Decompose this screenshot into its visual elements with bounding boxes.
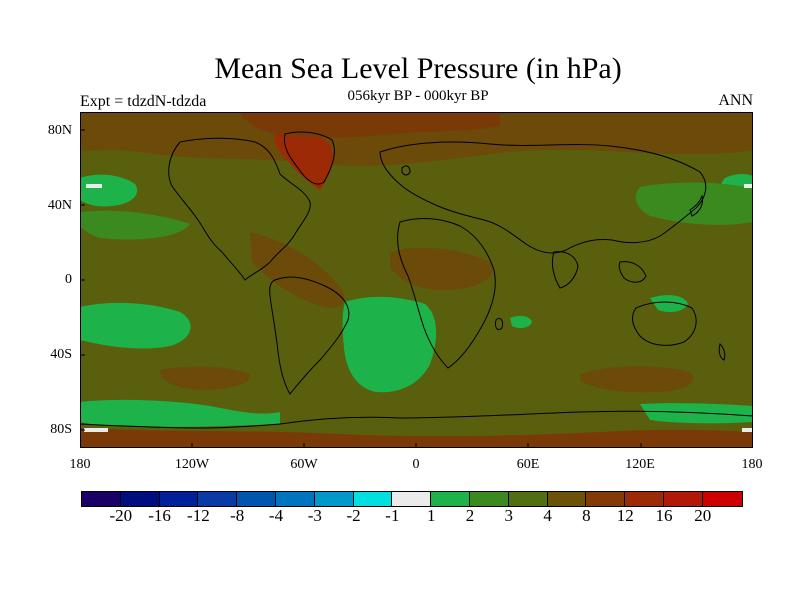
white-patch-northwest [86,184,102,188]
coast-africa [397,218,496,369]
colorbar-label-13: 12 [616,506,634,525]
coast-south-america [269,276,350,395]
colorbar-box-15 [663,492,703,506]
colorbar-label-1: -16 [148,506,171,525]
colorbar-label-3: -8 [230,506,245,525]
lon-label-60w: 60W [290,457,318,472]
colorbar-box-3 [198,492,238,506]
lon-label-120w: 120W [174,457,210,472]
season-label: ANN [718,92,753,109]
colorbar-label-11: 4 [543,506,552,525]
coast-se-asia [618,261,647,283]
colorbar [81,491,743,507]
colorbar-box-2 [159,492,199,506]
lat-label-40s: 40S [50,347,72,362]
north-brown-band [80,112,753,166]
lon-label-180w: 180 [69,457,91,472]
colorbar-box-12 [547,492,587,506]
colorbar-box-10 [469,492,509,506]
colorbar-box-13 [586,492,626,506]
white-patch-southwest [84,428,108,432]
coast-greenland [283,131,335,185]
south-atlantic-green [342,296,437,393]
colorbar-label-4: -4 [268,506,284,525]
colorbar-box-0 [82,492,121,506]
lon-label-60e: 60E [516,457,540,472]
coast-eurasia [379,141,707,254]
colorbar-label-14: 16 [655,506,673,525]
arctic-red [240,112,500,138]
map-subtitle: 056kyr BP - 000kyr BP [347,88,489,104]
tropical-brown-atlantic [250,232,345,308]
colorbar-label-0: -20 [109,506,133,525]
coast-japan [689,194,703,217]
greenland-red [274,132,333,190]
south-pacific-green [80,302,191,349]
coast-antarctica [80,410,753,429]
colorbar-box-6 [314,492,354,506]
colorbar-box-5 [275,492,315,506]
north-pacific-midgreen [635,182,753,225]
map-frame [80,112,753,448]
lat-label-0: 0 [65,272,72,287]
colorbar-box-14 [625,492,664,506]
map-title: Mean Sea Level Pressure (in hPa) [214,52,622,85]
south-indian-brown [580,366,694,393]
white-patch-northeast [744,184,753,188]
lon-label-0: 0 [412,457,420,472]
colorbar-box-7 [353,492,393,506]
lat-label-40n: 40N [47,198,72,213]
colorbar-label-6: -2 [346,506,361,525]
experiment-label: Expt = tdzdN-tdzda [80,93,207,110]
tropical-brown-africa [390,247,493,291]
colorbar-label-5: -3 [307,506,322,525]
colorbar-label-7: -1 [385,506,400,525]
colorbar-label-9: 2 [465,506,475,525]
lat-label-80n: 80N [47,123,72,138]
coast-india [551,251,579,289]
colorbar-label-12: 8 [582,506,591,525]
north-atlantic-midgreen [80,210,190,240]
south-pacific-brown [160,366,251,390]
colorbar-label-2: -12 [187,506,210,525]
pressure-map [80,112,753,448]
antarctic-brown-band [80,428,753,448]
colorbar-box-16 [702,492,742,506]
colorbar-label-8: 1 [426,506,436,525]
coast-new-zealand [718,343,726,361]
colorbar-box-4 [237,492,276,506]
white-patch-southeast [742,428,753,432]
lat-label-80s: 80S [50,422,72,437]
lon-label-180e: 180 [741,457,763,472]
coast-australia [632,301,697,346]
colorbar-label-15: 20 [694,506,712,525]
coast-madagascar [495,317,503,331]
indian-ocean-green [510,315,532,329]
colorbar-box-8 [392,492,432,506]
lon-label-120e: 120E [625,457,655,472]
colorbar-box-1 [120,492,160,506]
north-pacific-green-west [80,174,138,207]
southern-ocean-green-west [80,399,280,427]
australia-green [650,295,688,312]
coast-british-isles [401,165,411,176]
southern-ocean-green-east [640,403,753,424]
colorbar-box-11 [508,492,548,506]
colorbar-label-10: 3 [504,506,514,525]
colorbar-box-9 [431,492,470,506]
coast-north-america [168,137,311,281]
